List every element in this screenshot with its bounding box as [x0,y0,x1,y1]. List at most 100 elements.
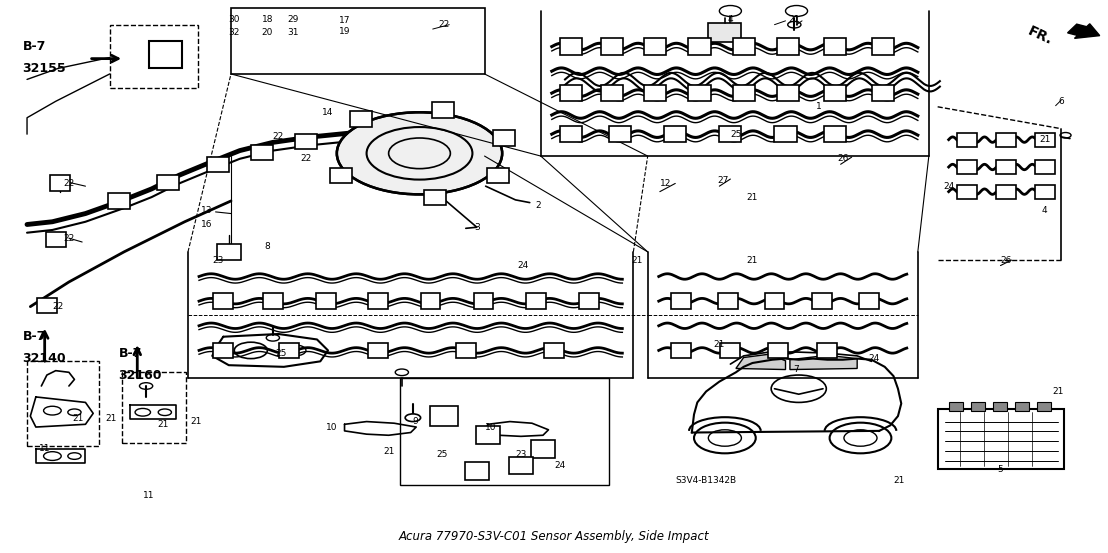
Text: 20: 20 [261,28,273,38]
Circle shape [337,112,502,195]
Bar [544,343,564,358]
Text: 2: 2 [536,201,542,210]
Text: 24: 24 [517,261,529,270]
Bar [27,361,99,446]
Bar [230,8,484,74]
Text: 24: 24 [554,461,565,470]
Text: 12: 12 [659,179,671,188]
Bar [609,126,632,142]
Bar [777,85,799,101]
Text: 25: 25 [435,450,448,459]
Text: 1: 1 [815,102,821,111]
Bar [1037,403,1051,411]
Text: 30: 30 [228,15,240,24]
Bar [957,133,977,147]
Text: 19: 19 [339,27,350,36]
Bar [560,38,582,55]
Bar [279,343,299,358]
Bar [45,232,65,247]
Bar [948,403,963,411]
Text: B-7: B-7 [22,40,47,53]
Bar [486,168,509,184]
Bar [424,190,447,205]
Text: 21: 21 [105,414,116,424]
Text: 10: 10 [485,422,496,431]
Bar [824,85,847,101]
Text: 21: 21 [893,476,905,484]
Bar [207,156,228,172]
Text: 10: 10 [326,422,337,431]
Text: 21: 21 [714,341,725,349]
Bar [1035,185,1055,199]
Bar [368,294,388,309]
Bar [464,462,489,479]
Bar [1015,403,1029,411]
Bar [263,294,283,309]
Text: 32160: 32160 [119,368,162,382]
Text: Acura 77970-S3V-C01 Sensor Assembly, Side Impact: Acura 77970-S3V-C01 Sensor Assembly, Sid… [399,530,709,543]
Bar [872,38,893,55]
Text: 3: 3 [474,223,480,232]
Bar [217,244,240,260]
FancyArrow shape [1068,24,1100,38]
Text: 21: 21 [747,192,758,202]
Text: 24: 24 [943,182,954,191]
Bar [812,294,832,309]
Bar [579,294,599,309]
Bar [860,294,880,309]
Text: 21: 21 [157,420,168,429]
Text: 31: 31 [287,28,298,38]
Text: 23: 23 [515,450,526,459]
Bar [122,372,186,444]
Polygon shape [736,354,786,369]
Bar [526,294,546,309]
Bar [602,38,624,55]
Text: 4: 4 [1042,206,1047,215]
Bar [560,126,582,142]
Bar [560,85,582,101]
Text: 21: 21 [1039,135,1050,144]
Bar [475,426,500,444]
Text: 23: 23 [212,255,224,264]
Text: 22: 22 [52,302,63,311]
Bar [688,85,710,101]
Bar [37,298,57,313]
Bar [110,25,198,87]
Text: 11: 11 [143,491,154,500]
Text: B-7: B-7 [119,347,142,359]
Bar [330,168,352,184]
Text: 11: 11 [39,445,51,453]
Bar [818,343,838,358]
Text: 29: 29 [287,15,298,24]
Text: 21: 21 [1053,387,1064,396]
Text: 22: 22 [300,154,311,163]
Bar [214,343,233,358]
Text: FR.: FR. [1026,24,1055,48]
Bar [214,294,233,309]
Text: 22: 22 [273,132,284,142]
Bar [602,85,624,101]
Bar [473,294,493,309]
Text: 21: 21 [189,417,202,426]
Bar [50,175,70,191]
Text: 24: 24 [868,354,880,363]
Text: 17: 17 [339,16,350,25]
Bar [937,409,1065,469]
Text: 26: 26 [838,154,849,163]
Bar [421,294,441,309]
Bar [664,126,686,142]
Text: 18: 18 [261,15,273,24]
Bar [996,185,1016,199]
Bar [777,38,799,55]
Text: 22: 22 [63,234,74,243]
Bar [157,175,179,190]
Text: 14: 14 [322,108,334,117]
Bar [824,126,847,142]
Bar [996,160,1016,174]
Bar [150,41,183,69]
Bar [688,38,710,55]
Bar [872,85,893,101]
Bar [250,145,273,160]
Bar [368,343,388,358]
Bar [732,85,755,101]
